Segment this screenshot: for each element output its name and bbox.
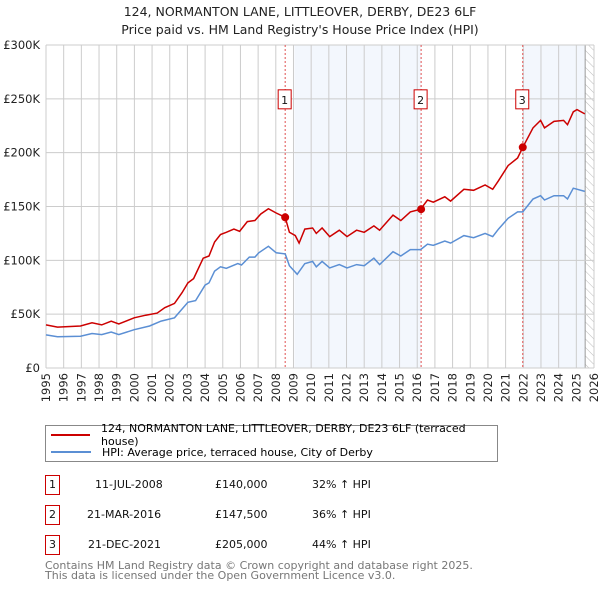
y-tick-label: £300K	[3, 38, 40, 52]
sale-badge: 1	[45, 475, 60, 495]
x-tick-label: 2023	[534, 373, 548, 402]
sale-hpi-change: 32% ↑ HPI	[312, 478, 371, 491]
x-tick-label: 2017	[428, 373, 442, 402]
x-tick-label: 2005	[216, 373, 230, 402]
legend-swatch-blue	[51, 451, 91, 453]
x-tick-label: 2024	[552, 373, 566, 402]
series-line	[45, 108, 586, 328]
legend-label-hpi: HPI: Average price, terraced house, City…	[102, 445, 373, 459]
sale-label: 1	[281, 94, 288, 107]
x-tick-label: 2010	[304, 373, 318, 402]
x-tick-label: 2004	[198, 373, 212, 402]
x-tick-label: 2021	[499, 373, 513, 402]
sale-date: 21-DEC-2021	[88, 538, 162, 551]
x-tick-label: 2000	[127, 373, 141, 402]
sale-date: 11-JUL-2008	[95, 478, 163, 491]
sale-label-box	[277, 89, 292, 110]
y-tick-label: £0	[25, 361, 40, 375]
footer-licence: This data is licensed under the Open Gov…	[45, 569, 396, 582]
x-tick-label: 2016	[410, 373, 424, 402]
sale-price: £140,000	[215, 478, 268, 491]
x-tick-label: 2013	[357, 373, 371, 402]
sale-point	[518, 143, 527, 152]
y-tick-label: £50K	[11, 307, 41, 321]
x-tick-label: 2019	[463, 373, 477, 402]
y-tick-label: £100K	[3, 253, 40, 267]
sale-badge: 3	[45, 535, 60, 555]
x-tick-label: 2003	[180, 373, 194, 402]
sale-hpi-change: 36% ↑ HPI	[312, 508, 371, 521]
sale-label: 2	[417, 94, 424, 107]
sale-hpi-change: 44% ↑ HPI	[312, 538, 371, 551]
x-tick-label: 2014	[375, 373, 389, 402]
chart-title-line2: Price paid vs. HM Land Registry's House …	[121, 22, 479, 37]
legend-item-hpi: HPI: Average price, terraced house, City…	[51, 444, 373, 460]
sale-price: £205,000	[215, 538, 268, 551]
legend-item-property: 124, NORMANTON LANE, LITTLEOVER, DERBY, …	[51, 422, 497, 448]
y-tick-label: £150K	[3, 200, 40, 214]
legend-swatch-red	[51, 434, 91, 436]
x-tick-label: 2026	[587, 373, 600, 402]
x-tick-label: 2012	[340, 373, 354, 402]
x-tick-label: 2001	[145, 373, 159, 402]
sale-badge: 2	[45, 505, 60, 525]
sale-point	[281, 213, 290, 222]
x-tick-label: 1999	[110, 373, 124, 402]
x-tick-label: 2015	[393, 373, 407, 402]
x-tick-label: 1997	[74, 373, 88, 402]
sale-date: 21-MAR-2016	[87, 508, 162, 521]
series-line	[45, 187, 586, 338]
x-tick-label: 2018	[446, 373, 460, 402]
x-tick-label: 2007	[251, 373, 265, 402]
x-tick-label: 2025	[569, 373, 583, 402]
x-tick-label: 2008	[269, 373, 283, 402]
sale-point	[417, 205, 426, 214]
x-tick-label: 2011	[322, 373, 336, 402]
legend-label-property: 124, NORMANTON LANE, LITTLEOVER, DERBY, …	[101, 422, 466, 448]
x-tick-label: 1996	[57, 373, 71, 402]
y-tick-label: £250K	[3, 92, 40, 106]
legend: 124, NORMANTON LANE, LITTLEOVER, DERBY, …	[45, 422, 498, 462]
x-tick-label: 2002	[163, 373, 177, 402]
sale-label-box	[515, 89, 530, 110]
sale-price: £147,500	[215, 508, 268, 521]
x-tick-label: 2022	[516, 373, 530, 402]
chart-title-line1: 124, NORMANTON LANE, LITTLEOVER, DERBY, …	[123, 4, 477, 19]
chart-plot: 1995 1996 1997 1998 1999 2000 2001 2002 2003 2004…	[3, 38, 600, 402]
footer-copyright: Contains HM Land Registry data © Crown c…	[45, 559, 473, 572]
x-tick-label: 1995	[39, 373, 53, 402]
x-tick-label: 1998	[92, 373, 106, 402]
y-tick-label: £200K	[3, 146, 40, 160]
x-tick-label: 2020	[481, 373, 495, 402]
sale-label-box	[413, 89, 428, 110]
x-tick-label: 2009	[286, 373, 300, 402]
x-tick-label: 2006	[233, 373, 247, 402]
sale-label: 3	[519, 94, 526, 107]
